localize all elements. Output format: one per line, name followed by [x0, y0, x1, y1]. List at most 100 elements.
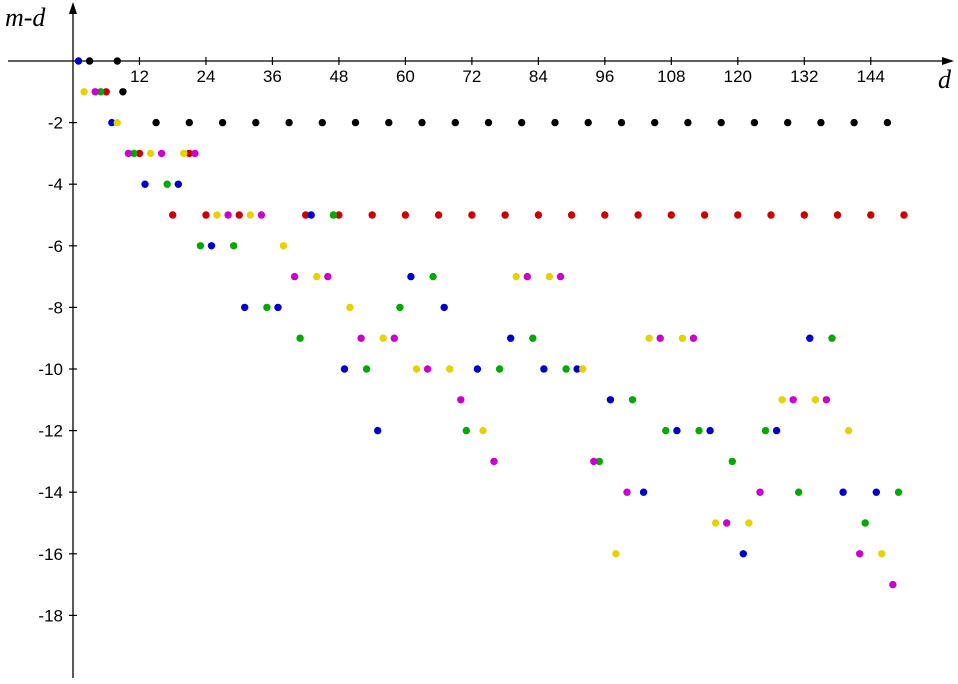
data-point-black [351, 118, 360, 127]
x-tick-label: 96 [595, 67, 614, 86]
data-point-black [318, 118, 326, 127]
data-point-red [169, 211, 177, 219]
data-point-black [850, 118, 858, 127]
data-point-black [113, 57, 122, 65]
x-tick-label: 132 [790, 67, 818, 86]
data-point-red [700, 211, 709, 219]
data-point-yellow [778, 396, 786, 404]
data-point-blue [473, 365, 482, 373]
data-point-black [584, 118, 592, 127]
data-point-blue [706, 426, 714, 435]
axes [8, 2, 954, 678]
data-point-blue [440, 303, 448, 312]
data-point-magenta [523, 272, 531, 281]
data-point-red [767, 211, 775, 219]
data-point-black [85, 57, 94, 65]
data-point-green [828, 334, 836, 342]
data-point-blue [241, 303, 249, 312]
data-point-blue [274, 303, 282, 312]
data-point-magenta [789, 396, 797, 404]
data-point-red [202, 211, 210, 219]
x-tick-label: 24 [196, 67, 215, 86]
data-point-yellow [878, 550, 886, 558]
x-tick-label: 120 [724, 67, 752, 86]
data-point-red [734, 211, 742, 219]
data-point-red [601, 211, 609, 219]
y-tick-label: -2 [48, 114, 63, 133]
data-point-black [218, 118, 227, 127]
y-tick-label: -14 [38, 483, 63, 502]
data-point-black [750, 118, 759, 127]
data-point-black [883, 118, 892, 127]
data-point-blue [108, 118, 116, 127]
data-point-magenta [290, 272, 299, 281]
data-point-blue [573, 365, 581, 373]
data-points [74, 57, 908, 589]
data-point-red [135, 149, 144, 158]
y-tick-label: -12 [38, 422, 63, 441]
data-point-blue [340, 365, 349, 373]
data-point-red [634, 211, 642, 219]
data-point-magenta [889, 580, 897, 589]
data-point-yellow [446, 365, 454, 373]
data-point-black [817, 118, 825, 127]
x-tick-label: 72 [462, 67, 481, 86]
data-point-magenta [224, 211, 232, 219]
data-point-green [795, 488, 803, 496]
x-tick-label: 144 [857, 67, 885, 86]
data-point-yellow [213, 211, 221, 219]
data-point-blue [174, 180, 182, 188]
data-point-red [800, 211, 808, 219]
data-point-black [651, 118, 659, 127]
data-point-magenta [357, 334, 365, 342]
data-point-green [761, 426, 770, 435]
data-point-yellow [180, 149, 188, 158]
x-axis-arrowhead [942, 57, 954, 65]
data-point-green [263, 303, 271, 312]
data-point-yellow [246, 211, 254, 219]
data-point-yellow [479, 426, 487, 435]
data-point-black [784, 118, 792, 127]
data-point-green [362, 365, 371, 373]
data-point-red [468, 211, 476, 219]
data-point-black [451, 118, 459, 127]
x-tick-label: 12 [130, 67, 149, 86]
data-point-magenta [623, 488, 631, 496]
data-point-red [302, 211, 310, 219]
data-point-black [152, 118, 160, 127]
data-point-green [296, 334, 304, 342]
data-point-yellow [612, 550, 620, 558]
data-point-magenta [324, 272, 332, 281]
data-point-yellow [146, 149, 155, 158]
data-point-yellow [80, 88, 88, 96]
data-point-red [185, 149, 193, 158]
data-point-red [667, 211, 675, 219]
data-point-black [119, 88, 127, 96]
data-point-black [717, 118, 725, 127]
data-point-blue [74, 57, 83, 65]
data-point-black [551, 118, 559, 127]
data-point-green [196, 242, 205, 250]
x-tick-label: 108 [657, 67, 685, 86]
data-point-red [534, 211, 543, 219]
data-point-green [894, 488, 903, 496]
data-point-blue [839, 488, 847, 496]
data-point-magenta [556, 272, 565, 281]
data-point-yellow [545, 272, 554, 281]
data-point-magenta [157, 149, 166, 158]
data-point-magenta [590, 457, 598, 466]
data-point-blue [772, 426, 781, 435]
tick-layer: 12 24 36 48 60 72 84 96 108 120 132 144 -2 -4 -6 -8 -10 -… [38, 57, 885, 625]
data-point-magenta [390, 334, 398, 342]
data-point-red [900, 211, 908, 219]
data-point-green [396, 303, 404, 312]
data-point-red [434, 211, 443, 219]
data-point-green [662, 426, 670, 435]
data-point-green [562, 365, 570, 373]
data-point-yellow [579, 365, 587, 373]
data-point-magenta [91, 88, 99, 96]
y-tick-label: -6 [48, 237, 63, 256]
data-point-blue [307, 211, 315, 219]
data-point-yellow [645, 334, 653, 342]
data-point-magenta [191, 149, 199, 158]
